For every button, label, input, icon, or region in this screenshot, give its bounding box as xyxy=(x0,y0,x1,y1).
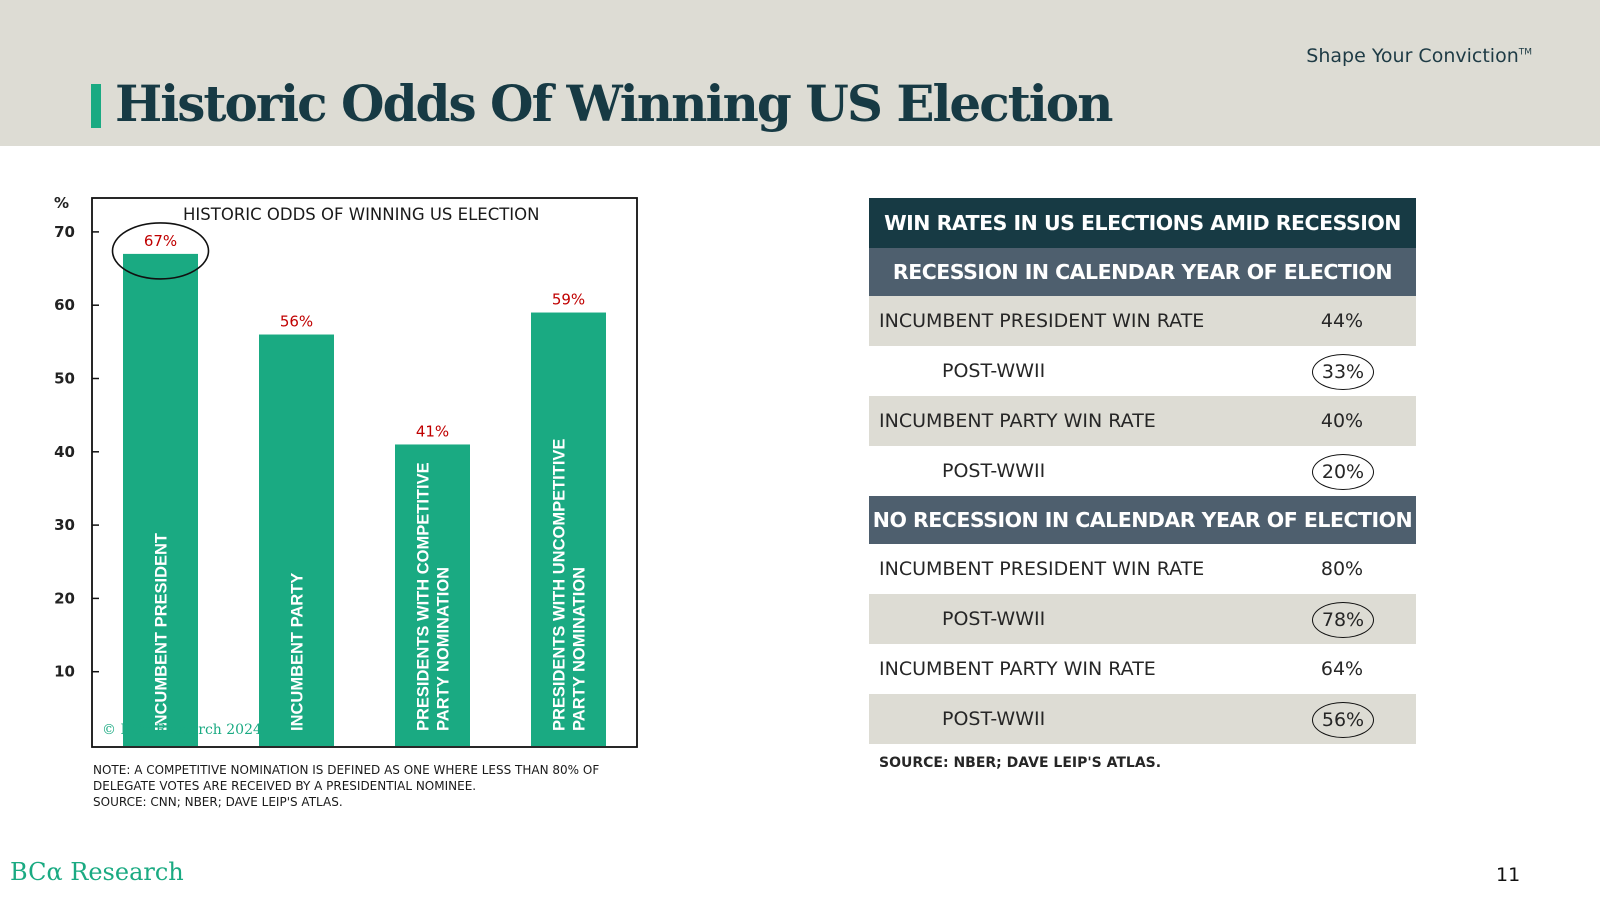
row-label: POST-WWII xyxy=(942,708,1046,730)
bar xyxy=(259,334,334,746)
watermark-text: © BCα Research 2024 xyxy=(102,722,262,738)
category-label: PARTY NOMINATION xyxy=(571,567,589,731)
bar xyxy=(395,444,470,746)
category-label: PRESIDENTS WITH COMPETITIVE xyxy=(415,462,433,731)
row-value: 40% xyxy=(1320,410,1364,432)
page-title: Historic Odds Of Winning US Election xyxy=(115,74,1113,133)
circled-value: 20% xyxy=(1312,454,1374,490)
circled-value: 56% xyxy=(1312,702,1374,738)
chart-note-line: NOTE: A COMPETITIVE NOMINATION IS DEFINE… xyxy=(93,763,600,777)
bar-chart: % 10 20 30 40 50 60 70 HISTORIC ODDS OF WINNING … xyxy=(40,190,660,750)
table-row: POST-WWII 78% xyxy=(869,594,1416,644)
table-row: INCUMBENT PRESIDENT WIN RATE 44% xyxy=(869,296,1416,346)
table-section-heading: RECESSION IN CALENDAR YEAR OF ELECTION xyxy=(869,248,1416,296)
table-section-heading: NO RECESSION IN CALENDAR YEAR OF ELECTIO… xyxy=(869,496,1416,544)
table-title: WIN RATES IN US ELECTIONS AMID RECESSION xyxy=(869,198,1416,248)
header-band xyxy=(0,0,1600,146)
bar-value-label: 56% xyxy=(280,313,313,331)
row-value: 80% xyxy=(1320,558,1364,580)
chart-title: HISTORIC ODDS OF WINNING US ELECTION xyxy=(183,205,540,224)
category-label: INCUMBENT PRESIDENT xyxy=(153,533,171,731)
title-accent-bar xyxy=(91,84,101,128)
bar-value-label: 41% xyxy=(416,422,449,440)
table-row: INCUMBENT PARTY WIN RATE 64% xyxy=(869,644,1416,694)
win-rates-table: WIN RATES IN US ELECTIONS AMID RECESSION… xyxy=(869,198,1416,744)
row-label: POST-WWII xyxy=(942,460,1046,482)
bar xyxy=(123,253,198,746)
table-row: POST-WWII 33% xyxy=(869,346,1416,396)
bar xyxy=(531,312,606,746)
plot-frame xyxy=(91,197,638,748)
footer-logo: BCα Research xyxy=(10,858,184,886)
chart-note-line: DELEGATE VOTES ARE RECEIVED BY A PRESIDE… xyxy=(93,779,477,793)
row-label: INCUMBENT PRESIDENT WIN RATE xyxy=(879,558,1205,580)
table-row: POST-WWII 56% xyxy=(869,694,1416,744)
highlight-ellipse xyxy=(111,222,210,280)
chart-note: NOTE: A COMPETITIVE NOMINATION IS DEFINE… xyxy=(93,762,673,810)
y-tick-label: 20 xyxy=(54,589,75,607)
bar-value-label: 67% xyxy=(144,232,177,250)
circled-value: 78% xyxy=(1312,602,1374,638)
category-label: PRESIDENTS WITH UNCOMPETITIVE xyxy=(551,439,569,731)
row-label: POST-WWII xyxy=(942,608,1046,630)
page-number: 11 xyxy=(1496,864,1521,886)
table-row: INCUMBENT PARTY WIN RATE 40% xyxy=(869,396,1416,446)
y-tick-label: 60 xyxy=(54,296,75,314)
row-value: 44% xyxy=(1320,310,1364,332)
y-tick-label: 30 xyxy=(54,516,75,534)
table-source: SOURCE: NBER; DAVE LEIP'S ATLAS. xyxy=(879,755,1162,771)
row-label: INCUMBENT PARTY WIN RATE xyxy=(879,658,1156,680)
y-tick-label: 10 xyxy=(54,663,75,681)
chart-note-source: SOURCE: CNN; NBER; DAVE LEIP'S ATLAS. xyxy=(93,795,343,809)
table-body: RECESSION IN CALENDAR YEAR OF ELECTION IN… xyxy=(869,248,1416,744)
y-tick-label: 70 xyxy=(54,223,75,241)
row-label: INCUMBENT PRESIDENT WIN RATE xyxy=(879,310,1205,332)
category-label: INCUMBENT PARTY xyxy=(289,573,307,731)
tagline: Shape Your ConvictionTM xyxy=(1306,45,1532,67)
table-row: INCUMBENT PRESIDENT WIN RATE 80% xyxy=(869,544,1416,594)
row-label: POST-WWII xyxy=(942,360,1046,382)
row-value: 64% xyxy=(1320,658,1364,680)
y-tick-label: 40 xyxy=(54,443,75,461)
category-label: PARTY NOMINATION xyxy=(435,567,453,731)
circled-value: 33% xyxy=(1312,354,1374,390)
row-label: INCUMBENT PARTY WIN RATE xyxy=(879,410,1156,432)
bar-value-label: 59% xyxy=(552,291,585,309)
table-row: POST-WWII 20% xyxy=(869,446,1416,496)
y-tick-label: 50 xyxy=(54,370,75,388)
chart-svg: % 10 20 30 40 50 60 70 HISTORIC ODDS OF WINNING … xyxy=(54,194,638,748)
y-axis-label: % xyxy=(54,194,69,212)
